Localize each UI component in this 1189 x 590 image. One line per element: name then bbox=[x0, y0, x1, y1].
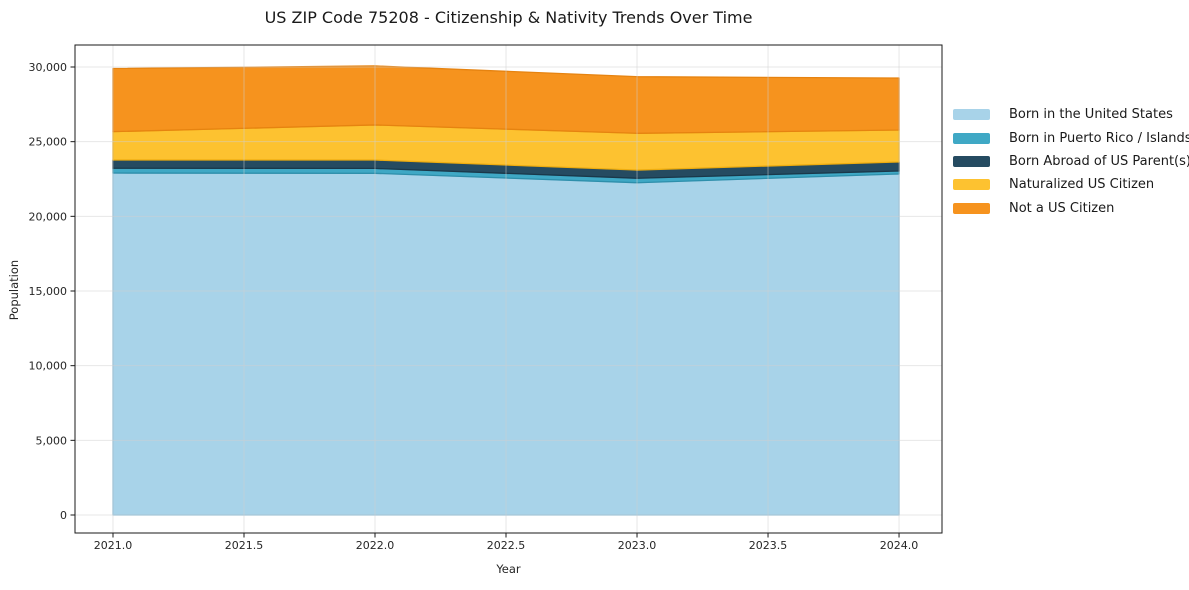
y-tick-label: 30,000 bbox=[29, 61, 68, 74]
y-tick-label: 5,000 bbox=[36, 434, 68, 447]
tick-marks bbox=[70, 66, 900, 538]
x-axis-label: Year bbox=[496, 562, 521, 576]
x-tick-label: 2023.0 bbox=[618, 539, 657, 552]
x-tick-label: 2021.5 bbox=[225, 539, 264, 552]
y-tick-label: 10,000 bbox=[29, 360, 68, 373]
legend-item-born-abroad-of-us-parent-s: Born Abroad of US Parent(s) bbox=[953, 150, 1189, 173]
legend-label: Born in the United States bbox=[1009, 107, 1173, 123]
axes-spines bbox=[74, 44, 943, 534]
y-tick-label: 15,000 bbox=[29, 285, 68, 298]
chart-title: US ZIP Code 75208 - Citizenship & Nativi… bbox=[264, 8, 753, 27]
legend-label: Born Abroad of US Parent(s) bbox=[1009, 153, 1189, 169]
legend-swatch bbox=[953, 155, 990, 167]
x-tick-label: 2022.0 bbox=[356, 539, 395, 552]
x-tick-label: 2023.5 bbox=[749, 539, 788, 552]
legend-item-born-in-puerto-rico-islands: Born in Puerto Rico / Islands bbox=[953, 126, 1189, 149]
legend-item-not-a-us-citizen: Not a US Citizen bbox=[953, 197, 1189, 220]
x-tick-label: 2024.0 bbox=[880, 539, 919, 552]
legend-item-naturalized-us-citizen: Naturalized US Citizen bbox=[953, 173, 1189, 196]
legend-label: Not a US Citizen bbox=[1009, 200, 1115, 216]
gridlines bbox=[75, 45, 942, 533]
legend-label: Born in Puerto Rico / Islands bbox=[1009, 130, 1189, 146]
legend-swatch bbox=[953, 109, 990, 121]
y-tick-label: 25,000 bbox=[29, 136, 68, 149]
legend-label: Naturalized US Citizen bbox=[1009, 177, 1155, 193]
x-tick-label: 2021.0 bbox=[94, 539, 133, 552]
legend-swatch bbox=[953, 179, 990, 191]
legend-swatch bbox=[953, 202, 990, 214]
y-tick-label: 20,000 bbox=[29, 210, 68, 223]
y-axis-label: Population bbox=[7, 259, 21, 321]
x-tick-label: 2022.5 bbox=[487, 539, 526, 552]
tick-labels: 2021.0 2021.5 2022.0 2022.5 2023.0 2023.5 2024… bbox=[29, 61, 919, 552]
legend-swatch bbox=[953, 132, 990, 144]
y-tick-label: 0 bbox=[60, 509, 67, 522]
legend-item-born-in-the-united-states: Born in the United States bbox=[953, 103, 1189, 126]
legend: Born in the United States Born in Puerto … bbox=[953, 103, 1189, 220]
